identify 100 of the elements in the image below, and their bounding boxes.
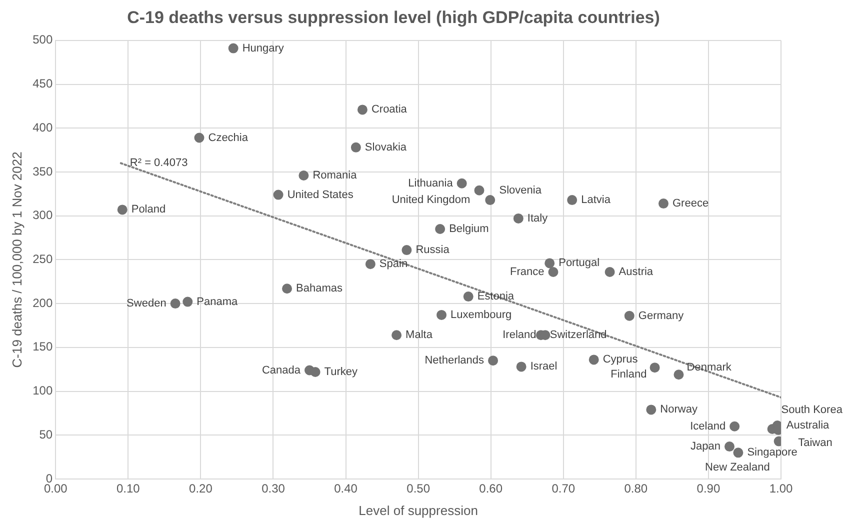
y-tick-label: 450 [32,76,53,91]
annotation: Sweden [126,298,166,310]
annotation: United Kingdom [392,194,470,206]
annotation: Greece [672,198,709,210]
annotation: Austria [618,266,654,278]
point [350,142,361,152]
annotation: Iceland [690,420,726,432]
annotation: France [510,266,544,278]
point [365,259,376,270]
point [170,298,180,309]
point [298,170,309,180]
point [516,362,526,372]
y-tick-label: 500 [32,32,53,47]
annotation: Cyprus [602,354,638,366]
annotation: Finland [610,368,647,381]
point [182,296,193,307]
point [548,266,558,277]
annotation: Australia [786,420,830,432]
point [463,292,474,302]
y-tick-label: 150 [32,340,53,354]
point [282,284,292,294]
y-tick-label: 200 [32,296,53,310]
point [733,448,744,458]
y-tick-label: 350 [32,164,53,178]
x-tick-label: 0.70 [552,482,576,496]
annotation: Portugal [558,257,600,270]
point [588,354,599,365]
point [117,204,128,215]
point [435,224,446,234]
x-tick-label: 0.60 [479,482,503,496]
annotation: Japan [690,440,721,453]
x-tick-label: 0.80 [624,482,648,496]
x-tick-label: 1.00 [769,482,793,496]
annotation: Slovakia [364,141,408,154]
annotation: R² = 0.4073 [130,157,188,170]
point [624,310,634,321]
point [310,366,320,377]
point [724,442,734,452]
annotation: Turkey [324,366,358,378]
point [658,198,668,209]
annotation: Spain [379,258,408,270]
annotation: Taiwan [798,436,832,449]
point [357,104,368,115]
y-tick-label: 50 [39,427,53,442]
x-tick-label: 0.20 [189,482,213,496]
annotation: Romania [312,170,358,182]
y-tick-label: 300 [32,208,53,222]
point [650,362,660,373]
annotation: Lithuania [408,177,454,190]
point [228,43,238,54]
annotation: Hungary [242,42,284,54]
annotation: Czechia [208,132,249,144]
annotation: Israel [530,360,558,373]
point [567,195,578,206]
annotation: Ireland [502,329,536,342]
x-tick-label: 0.50 [406,482,430,496]
annotation: Russia [416,244,450,256]
annotation: Poland [131,204,166,216]
annotation: Singapore [747,446,798,459]
point [456,178,467,188]
x-tick-label: 0.90 [696,482,720,496]
annotation: Luxembourg [450,308,512,321]
point [674,370,684,380]
point [488,356,498,366]
point [730,421,740,432]
annotation: Norway [660,404,698,416]
y-axis-title: C-19 deaths / 100,000 by 1 Nov 2022 [9,152,24,368]
annotation: Croatia [371,104,408,116]
point [485,195,496,206]
point [513,213,524,224]
annotation: Malta [406,329,434,342]
x-axis-title: Level of suppression [358,502,478,518]
point [392,330,402,340]
annotation: Canada [262,364,302,376]
point [646,404,656,415]
annotation: Slovenia [499,184,542,196]
point [436,310,447,320]
point [604,266,615,277]
annotation: Panama [196,296,238,308]
annotation: Switzerland [550,329,607,342]
annotation: United States [287,188,354,201]
point [194,132,204,143]
y-tick-label: 250 [32,252,53,266]
annotation: Latvia [581,194,612,206]
x-tick-label: 0.10 [116,482,140,496]
chart-title: C-19 deaths versus suppression level (high GDP/capita countries) [127,8,660,27]
point [273,190,284,200]
point [544,258,555,268]
y-tick-label: 100 [32,384,53,398]
annotation: Bahamas [296,282,343,295]
y-tick-label: 400 [32,120,53,134]
point [402,245,412,256]
annotation: Italy [527,212,548,225]
x-tick-label: 0.30 [262,482,286,496]
annotation: Germany [638,310,684,322]
x-tick-label: 0.40 [334,482,358,496]
annotation: South Korea [781,404,844,416]
point [474,185,484,196]
annotation: Netherlands [424,354,485,367]
annotation: New Zealand [705,461,770,474]
